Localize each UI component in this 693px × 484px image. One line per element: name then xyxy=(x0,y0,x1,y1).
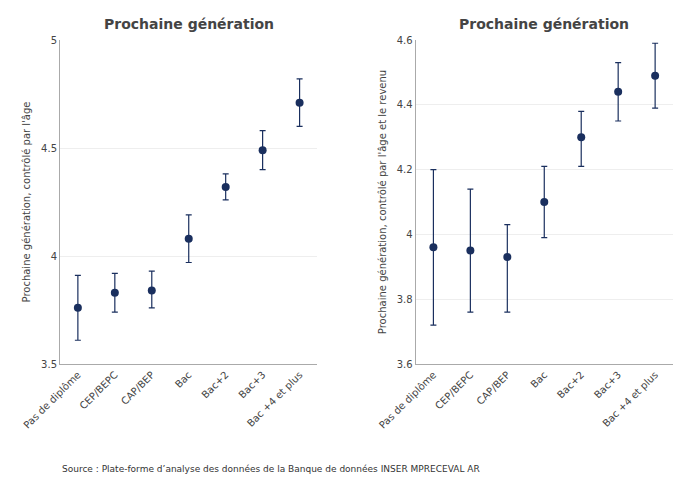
svg-text:Bac +4 et plus: Bac +4 et plus xyxy=(600,369,660,429)
svg-text:Pas de diplôme: Pas de diplôme xyxy=(21,369,83,431)
svg-text:CAP/BEP: CAP/BEP xyxy=(474,369,512,407)
svg-text:4.6: 4.6 xyxy=(397,35,413,46)
svg-text:5: 5 xyxy=(51,35,57,46)
svg-text:CEP/BEPC: CEP/BEPC xyxy=(77,369,119,411)
svg-text:Pas de diplôme: Pas de diplôme xyxy=(377,369,439,431)
svg-text:4.5: 4.5 xyxy=(41,143,57,154)
svg-text:CAP/BEP: CAP/BEP xyxy=(119,369,157,407)
svg-text:Prochaine génération: Prochaine génération xyxy=(459,16,629,32)
svg-text:Bac+2: Bac+2 xyxy=(199,369,230,400)
svg-text:Bac: Bac xyxy=(528,369,549,390)
svg-text:Bac: Bac xyxy=(173,369,194,390)
svg-text:3.5: 3.5 xyxy=(41,359,57,370)
svg-text:Source : Plate-forme d’analyse: Source : Plate-forme d’analyse des donné… xyxy=(62,464,480,474)
svg-text:CEP/BEPC: CEP/BEPC xyxy=(433,369,475,411)
svg-text:Bac+3: Bac+3 xyxy=(592,369,623,400)
svg-text:4: 4 xyxy=(51,251,57,262)
svg-text:Prochaine génération, contrôlé: Prochaine génération, contrôlé par l'âge xyxy=(21,102,32,303)
svg-text:4.2: 4.2 xyxy=(397,164,413,175)
svg-text:Bac+2: Bac+2 xyxy=(555,369,586,400)
svg-text:3.6: 3.6 xyxy=(397,359,413,370)
svg-text:Prochaine génération, contrôlé: Prochaine génération, contrôlé par l'âge… xyxy=(377,70,388,334)
svg-text:Prochaine génération: Prochaine génération xyxy=(104,16,274,32)
svg-text:Bac +4 et plus: Bac +4 et plus xyxy=(245,369,305,429)
svg-text:3.8: 3.8 xyxy=(397,294,413,305)
svg-text:4.4: 4.4 xyxy=(397,99,413,110)
svg-text:4: 4 xyxy=(406,229,412,240)
svg-text:Bac+3: Bac+3 xyxy=(236,369,267,400)
